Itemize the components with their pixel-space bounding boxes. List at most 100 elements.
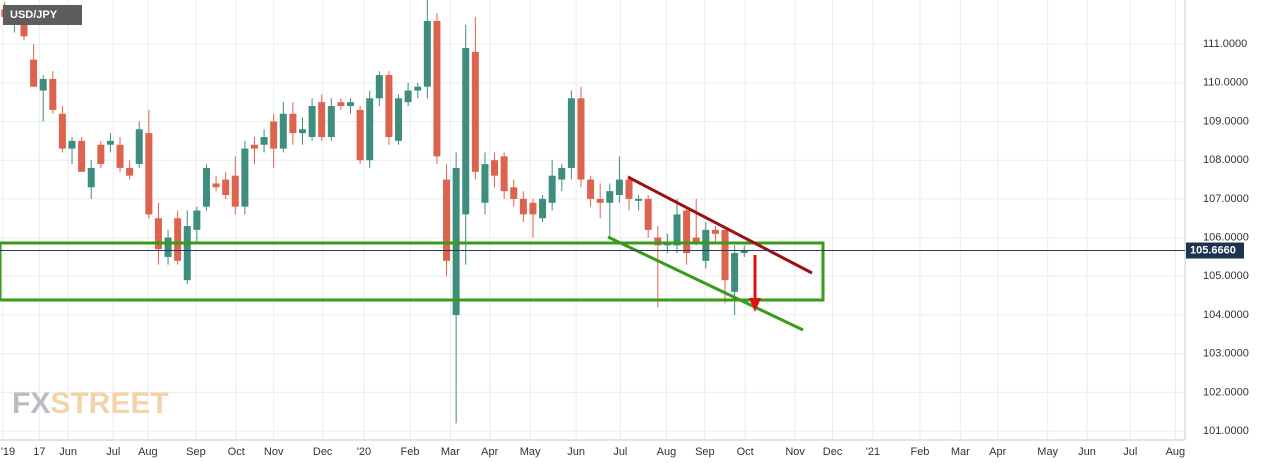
candle-body xyxy=(270,121,278,149)
candle-body xyxy=(193,210,201,230)
candle-body xyxy=(183,225,191,281)
candle-body xyxy=(145,133,153,215)
candle-body xyxy=(462,47,470,215)
support-trendline xyxy=(607,235,804,332)
candle-body xyxy=(222,179,230,196)
candle-body xyxy=(366,98,374,161)
candle-body xyxy=(68,140,76,149)
x-tick-label: Sep xyxy=(695,446,715,458)
y-tick-label: 111.0000 xyxy=(1203,38,1247,50)
x-tick-label: '19 xyxy=(1,446,15,458)
candle-body xyxy=(347,102,355,107)
candle-body xyxy=(279,113,287,149)
x-tick-label: Feb xyxy=(401,446,420,458)
candle-body xyxy=(250,144,258,149)
candle-body xyxy=(97,144,105,165)
candle-body xyxy=(78,140,86,172)
support-zone xyxy=(0,241,825,302)
x-tick-label: Apr xyxy=(989,446,1006,458)
candle-body xyxy=(231,175,239,207)
x-tick-label: Aug xyxy=(138,446,158,458)
candle-body xyxy=(375,75,383,99)
candle-body xyxy=(356,109,364,161)
candle-body xyxy=(116,144,124,168)
x-tick-label: Jun xyxy=(567,446,585,458)
x-tick-label: Mar xyxy=(951,446,970,458)
candle-body xyxy=(337,102,345,107)
candle-body xyxy=(154,218,162,250)
x-tick-label: Dec xyxy=(823,446,843,458)
candle-body xyxy=(683,210,691,254)
current-price-label: 105.6660 xyxy=(1190,244,1236,256)
candle-body xyxy=(87,167,95,188)
x-tick-label: Apr xyxy=(481,446,498,458)
candle-body xyxy=(577,98,585,180)
x-tick-label: Aug xyxy=(657,446,677,458)
x-tick-label: '21 xyxy=(866,446,880,458)
candle-body xyxy=(548,175,556,203)
candle-body xyxy=(673,214,681,246)
y-tick-label: 102.0000 xyxy=(1203,386,1249,398)
y-tick-label: 106.0000 xyxy=(1203,232,1249,244)
x-tick-label: 17 xyxy=(33,446,45,458)
x-tick-label: '20 xyxy=(357,446,371,458)
x-tick-label: Jul xyxy=(613,446,627,458)
x-tick-label: Aug xyxy=(1166,446,1186,458)
candle-body xyxy=(289,113,297,134)
candle-body xyxy=(298,129,306,134)
candle-body xyxy=(702,229,710,261)
watermark-street: STREET xyxy=(50,387,168,420)
candles xyxy=(1,0,748,424)
x-tick-label: Jun xyxy=(1078,446,1096,458)
y-tick-label: 104.0000 xyxy=(1203,309,1249,321)
candle-body xyxy=(500,156,508,192)
candle-body xyxy=(327,106,335,137)
x-tick-label: Oct xyxy=(737,446,754,458)
candle-body xyxy=(414,86,422,91)
arrow-head xyxy=(749,298,761,312)
candle-body xyxy=(596,198,604,203)
candle-body xyxy=(692,237,700,242)
candle-body xyxy=(452,167,460,316)
candle-body xyxy=(308,106,316,137)
candle-body xyxy=(443,179,451,261)
candle-body xyxy=(731,253,739,292)
y-tick-label: 108.0000 xyxy=(1203,154,1249,166)
candle-body xyxy=(39,78,47,91)
candle-body xyxy=(202,167,210,207)
candle-body xyxy=(529,202,537,215)
resistance-trendline xyxy=(627,175,813,275)
x-tick-label: Sep xyxy=(186,446,206,458)
watermark-fx: FX xyxy=(12,387,50,420)
symbol: USD/JPY xyxy=(10,9,58,21)
candle-body xyxy=(106,140,114,145)
candle-body xyxy=(30,59,38,87)
candle-body xyxy=(404,90,412,103)
x-tick-label: Feb xyxy=(910,446,929,458)
y-tick-label: 101.0000 xyxy=(1203,425,1249,437)
x-tick-label: May xyxy=(1037,446,1058,458)
watermark: FXSTREET xyxy=(12,387,169,420)
candle-body xyxy=(481,164,489,203)
candle-body xyxy=(423,20,431,87)
candle-body xyxy=(510,187,518,199)
symbol-box xyxy=(3,5,82,25)
candle-body xyxy=(164,237,172,257)
candle-body xyxy=(260,136,268,145)
candle-body xyxy=(471,51,479,172)
y-tick-label: 109.0000 xyxy=(1203,115,1249,127)
candle-body xyxy=(212,183,220,188)
candle-body xyxy=(318,102,326,137)
candle-body xyxy=(174,218,182,261)
x-tick-label: Jun xyxy=(59,446,77,458)
candle-body xyxy=(491,160,499,176)
x-tick-label: May xyxy=(520,446,541,458)
candle-body xyxy=(49,78,57,110)
x-tick-label: Mar xyxy=(441,446,460,458)
candle-body xyxy=(519,198,527,215)
candle-body xyxy=(433,20,441,157)
x-tick-label: Nov xyxy=(264,446,284,458)
candle-body xyxy=(567,98,575,168)
candle-body xyxy=(625,179,633,199)
